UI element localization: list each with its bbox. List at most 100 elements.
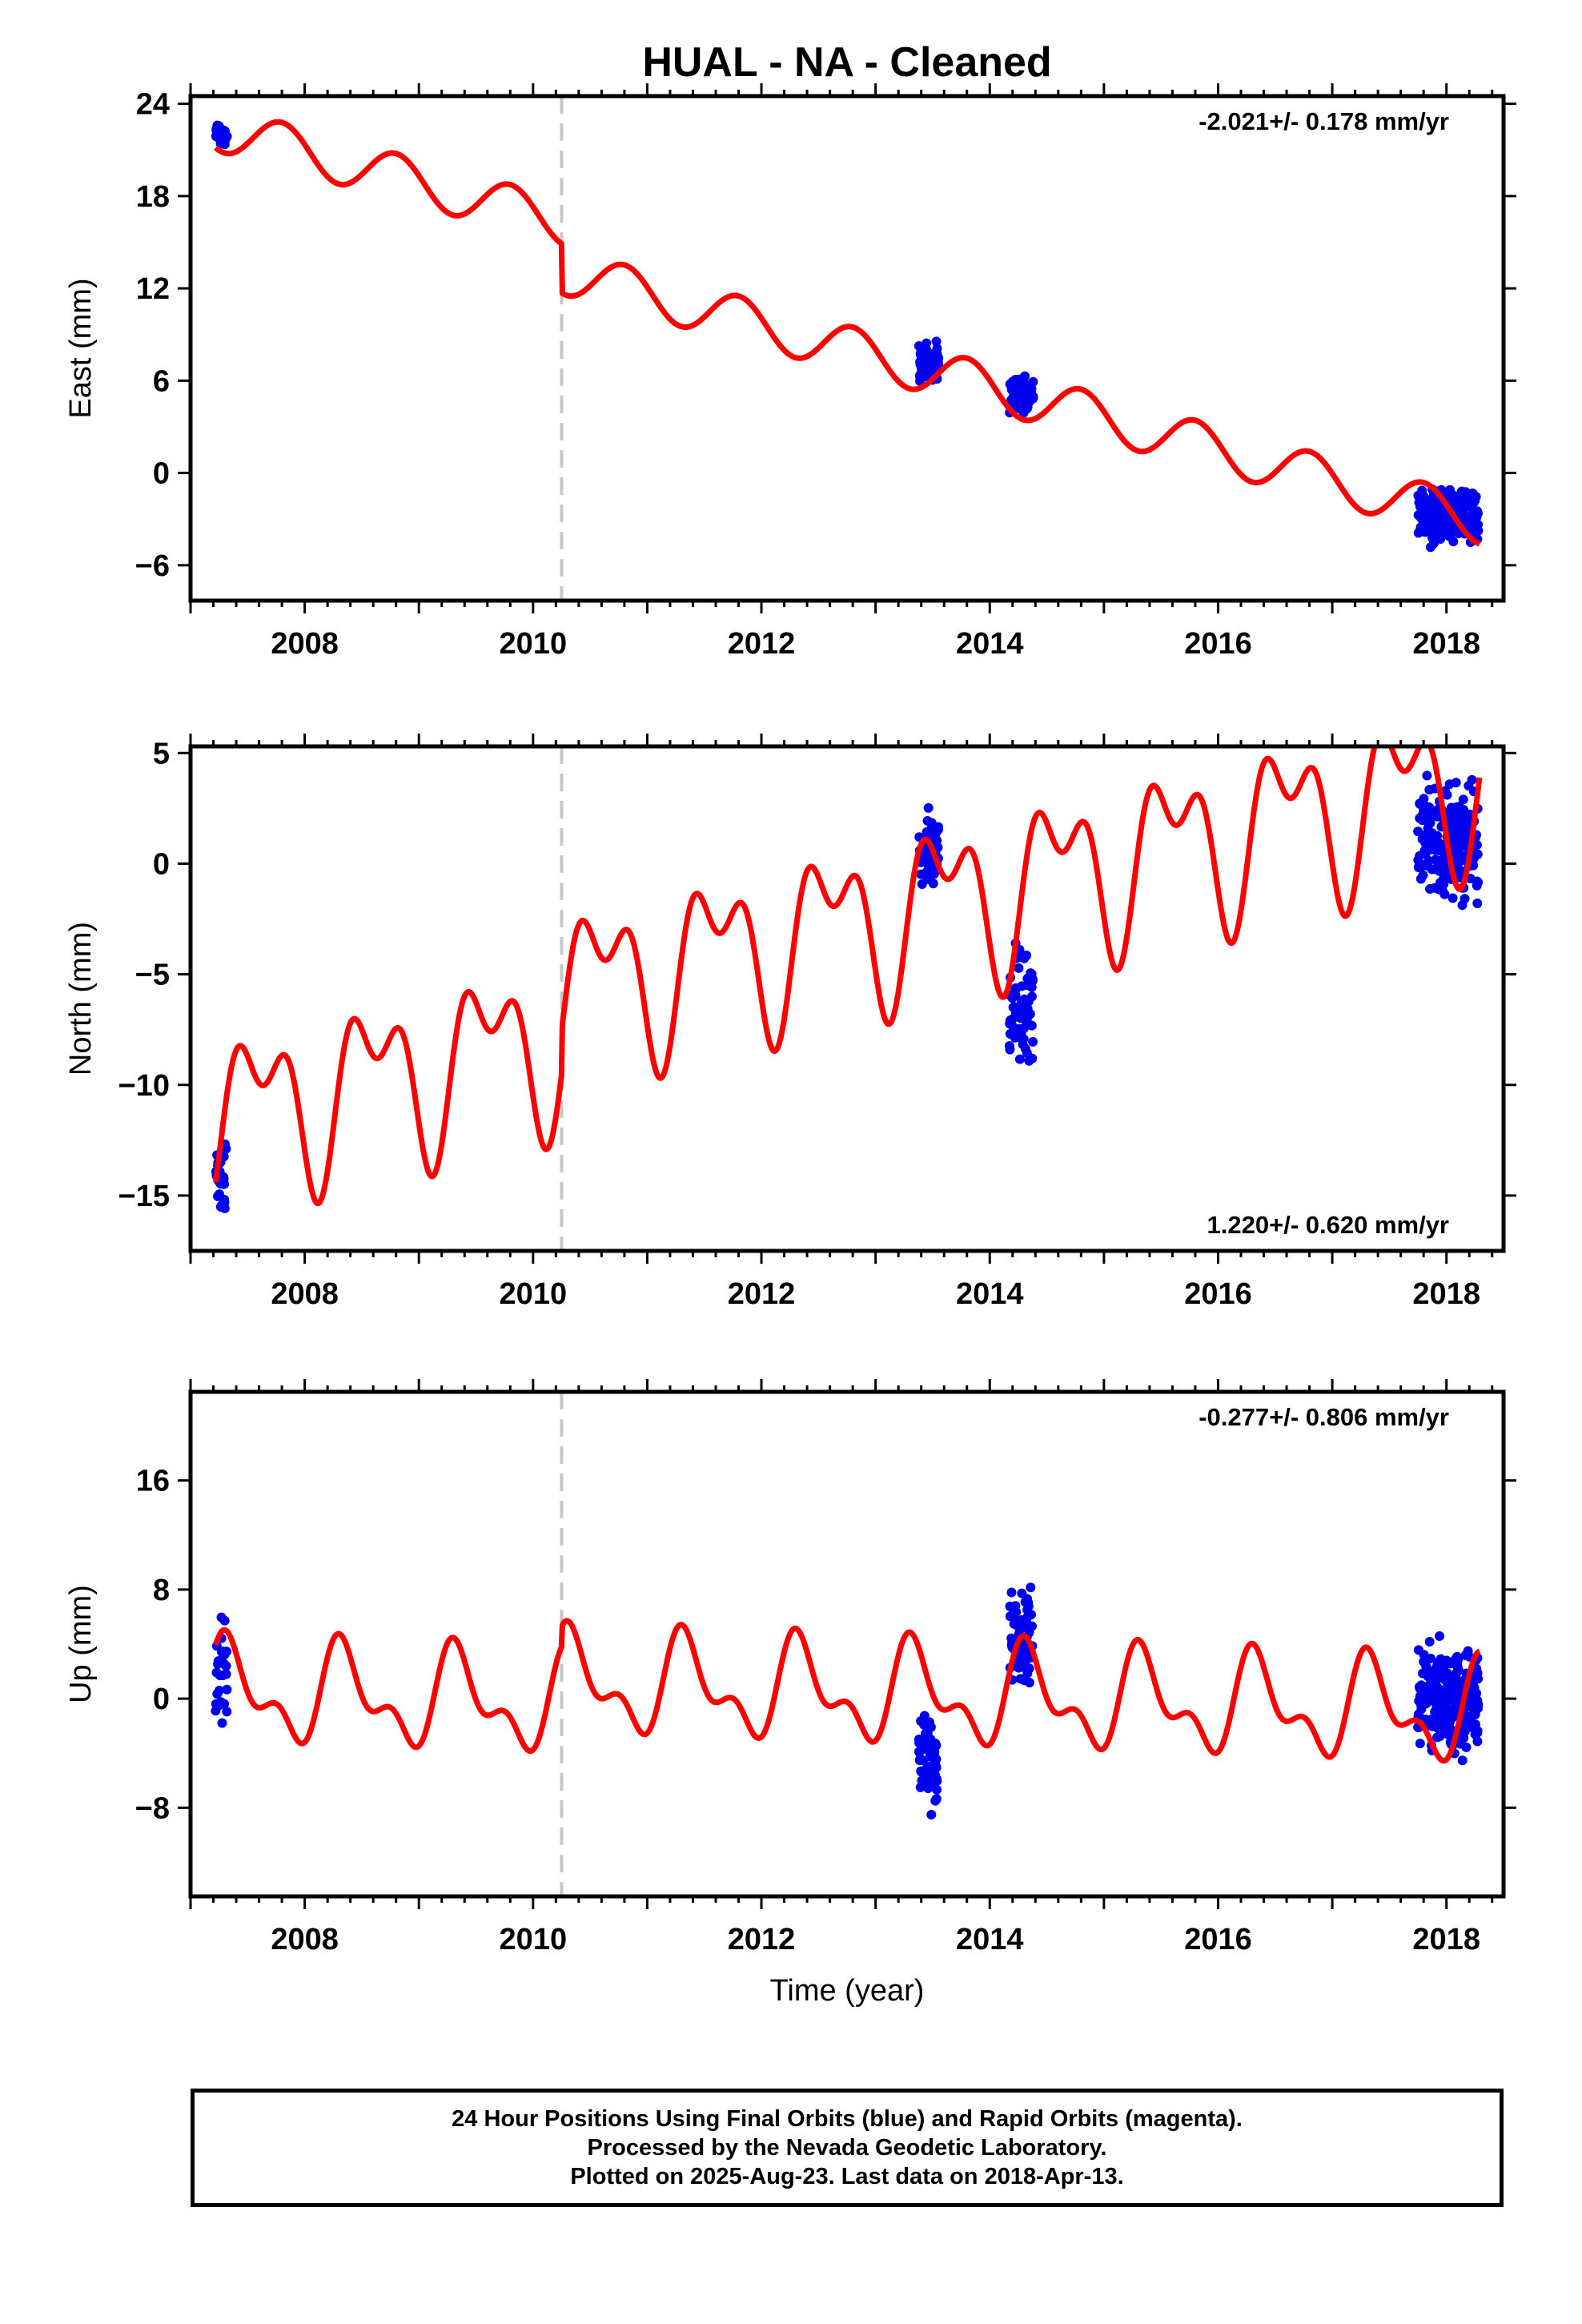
x-tick-label: 2016 xyxy=(1184,627,1252,661)
y-axis-label: North (mm) xyxy=(64,922,98,1076)
data-point xyxy=(1473,520,1484,530)
data-point xyxy=(216,1612,227,1622)
x-tick-label: 2010 xyxy=(500,627,568,661)
data-point xyxy=(1460,1651,1471,1660)
footer-line-1: 24 Hour Positions Using Final Orbits (bl… xyxy=(452,2106,1243,2132)
x-tick-label: 2014 xyxy=(956,1923,1024,1956)
y-tick-label: 5 xyxy=(153,737,170,770)
data-point xyxy=(1472,1736,1483,1747)
model-curve xyxy=(212,746,1483,1207)
data-point xyxy=(1017,1588,1027,1598)
data-point xyxy=(1449,1676,1460,1687)
data-point xyxy=(1424,802,1435,812)
data-point xyxy=(1472,1688,1482,1699)
data-point xyxy=(1427,864,1437,875)
data-point xyxy=(1014,963,1024,973)
data-point xyxy=(926,1751,935,1761)
data-point xyxy=(1457,900,1468,911)
data-point xyxy=(1432,1723,1443,1733)
data-point xyxy=(1006,395,1017,405)
data-point xyxy=(219,1197,230,1208)
data-point xyxy=(1413,826,1423,837)
model-curve xyxy=(213,1618,1482,1764)
footer-line-3: Plotted on 2025-Aug-23. Last data on 201… xyxy=(570,2164,1124,2189)
model-curve xyxy=(214,119,1482,547)
data-point xyxy=(1028,393,1038,404)
x-tick-label: 2014 xyxy=(956,627,1024,661)
data-point xyxy=(1435,878,1445,888)
y-tick-label: 0 xyxy=(153,1683,170,1716)
data-point xyxy=(1010,1601,1021,1611)
data-point xyxy=(922,826,932,837)
plot-area-north xyxy=(211,746,1484,1251)
y-tick-label: −6 xyxy=(135,549,170,583)
data-point xyxy=(1418,1691,1428,1702)
data-point xyxy=(211,1699,221,1709)
data-point xyxy=(914,1747,925,1758)
data-point xyxy=(931,1794,942,1804)
x-tick-label: 2012 xyxy=(728,1277,796,1311)
data-point xyxy=(914,1755,925,1766)
panel-up: 2008 2010 2012 2014 2016 2018 −8 0 8 16 Up (mm) Tim… xyxy=(64,1379,1516,2008)
x-tick-label: 2008 xyxy=(271,1277,339,1311)
plot-area-east xyxy=(211,96,1484,601)
data-point xyxy=(1022,1612,1033,1622)
data-point xyxy=(1461,1742,1472,1752)
data-point xyxy=(1431,521,1441,532)
data-point xyxy=(1007,1014,1018,1024)
data-point xyxy=(1435,866,1444,876)
observation-cluster-2 xyxy=(913,1711,942,1819)
panel-frame xyxy=(188,744,1506,1253)
data-point xyxy=(1422,770,1432,781)
plot-area-up xyxy=(211,1392,1484,1896)
data-point xyxy=(1458,794,1468,805)
data-point xyxy=(917,369,928,380)
x-tick-label: 2014 xyxy=(956,1277,1024,1311)
data-point xyxy=(1452,505,1463,515)
observation-cluster-2 xyxy=(913,336,944,386)
data-point xyxy=(925,348,934,359)
x-tick-label: 2016 xyxy=(1184,1277,1252,1311)
data-point xyxy=(1430,1692,1439,1703)
data-point xyxy=(1453,848,1464,858)
data-point xyxy=(1457,812,1468,822)
data-point xyxy=(1432,1732,1442,1743)
data-point xyxy=(1417,815,1427,826)
panel-east: 2008 2010 2012 2014 2016 2018 −6 0 6 12 18 24 East (… xyxy=(64,83,1516,661)
data-point xyxy=(1016,996,1026,1007)
x-tick-label: 2016 xyxy=(1184,1923,1252,1956)
data-point xyxy=(925,866,935,876)
data-point xyxy=(1431,854,1441,865)
data-point xyxy=(1022,404,1032,414)
data-point xyxy=(1026,1020,1037,1031)
velocity-annotation: -0.277+/- 0.806 mm/yr xyxy=(1199,1403,1449,1431)
y-tick-label: −10 xyxy=(118,1069,170,1103)
x-tick-label: 2012 xyxy=(728,1923,796,1956)
data-point xyxy=(1006,1587,1017,1598)
data-point xyxy=(219,1670,230,1680)
x-tick-label: 2018 xyxy=(1412,1277,1480,1311)
data-point xyxy=(917,1775,927,1786)
data-point xyxy=(1464,1717,1474,1727)
data-point xyxy=(1027,991,1037,1002)
data-point xyxy=(1447,893,1458,903)
data-point xyxy=(1427,828,1437,838)
data-point xyxy=(1465,1695,1476,1705)
data-point xyxy=(1023,1007,1034,1018)
x-tick-label: 2008 xyxy=(271,1923,339,1956)
data-point xyxy=(1469,1676,1479,1687)
observation-cluster-3 xyxy=(1004,938,1038,1066)
data-point xyxy=(1465,501,1476,511)
data-point xyxy=(926,1810,937,1819)
y-tick-label: 0 xyxy=(153,847,170,881)
data-point xyxy=(1014,1054,1025,1064)
data-point xyxy=(921,850,932,860)
data-point xyxy=(1450,1691,1460,1700)
data-point xyxy=(1430,509,1440,520)
data-point xyxy=(1443,1681,1453,1691)
y-tick-label: 6 xyxy=(153,364,170,398)
data-point xyxy=(929,826,939,837)
velocity-annotation: -2.021+/- 0.178 mm/yr xyxy=(1199,107,1449,135)
data-point xyxy=(1005,1044,1015,1055)
